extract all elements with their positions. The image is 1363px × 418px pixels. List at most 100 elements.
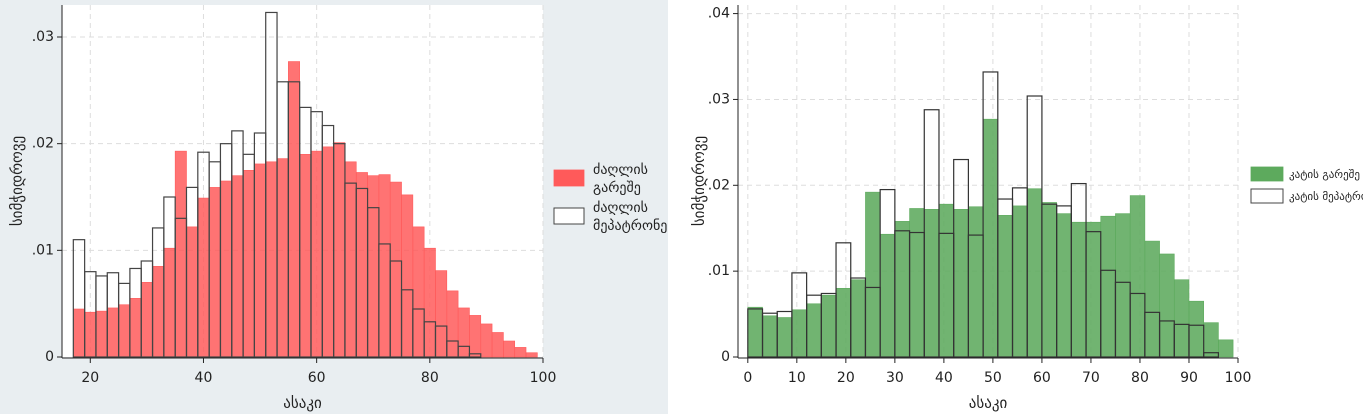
legend-label: ძაღლის მეპატრონე xyxy=(593,200,667,234)
filled-bar-left xyxy=(208,187,221,358)
x-tick-label: 20 xyxy=(81,370,99,386)
filled-bar-left xyxy=(378,174,391,358)
filled-bar-left xyxy=(106,307,119,358)
filled-bar-left xyxy=(469,315,482,358)
x-tick-label: 20 xyxy=(837,370,855,386)
filled-bar-right xyxy=(1173,279,1190,358)
filled-bar-left xyxy=(457,307,470,358)
legend-label-line: კატის მეპატრონე xyxy=(1289,190,1363,203)
filled-bar-right xyxy=(1188,300,1204,358)
x-axis-title: ასაკი xyxy=(283,394,322,412)
filled-bar-left xyxy=(333,142,346,358)
filled-bar-right xyxy=(1041,202,1057,358)
filled-bar-right xyxy=(1012,205,1028,358)
filled-bar-right xyxy=(806,303,822,358)
x-tick-label: 0 xyxy=(743,370,752,386)
x-tick-label: 80 xyxy=(1131,370,1149,386)
legend-label-line: ძაღლის xyxy=(593,162,648,178)
filled-bar-right xyxy=(968,206,984,358)
filled-bar-left xyxy=(367,175,380,358)
filled-bar-left xyxy=(95,310,108,358)
outline-bar-left xyxy=(457,345,471,358)
outline-bar-right xyxy=(1203,352,1219,358)
filled-bar-left xyxy=(73,308,85,358)
filled-bar-right xyxy=(894,221,910,358)
filled-bar-right xyxy=(791,309,807,358)
legend-swatch xyxy=(553,169,585,187)
x-axis-title: ასაკი xyxy=(969,394,1008,412)
y-tick-label: .02 xyxy=(32,136,54,152)
filled-bar-left xyxy=(220,180,233,358)
legend-swatch xyxy=(1250,188,1284,204)
legend-label-line: გარეშე xyxy=(593,179,641,196)
legend-label: კატის მეპატრონე xyxy=(1289,190,1363,203)
filled-bar-right xyxy=(1071,221,1087,358)
filled-bar-left xyxy=(140,282,153,358)
filled-bar-left xyxy=(491,332,504,358)
outline-bar-right xyxy=(1188,324,1205,358)
filled-bar-right xyxy=(821,294,837,358)
filled-bar-left xyxy=(310,150,323,358)
filled-bar-left xyxy=(322,146,334,358)
filled-bar-left xyxy=(355,172,368,358)
filled-bar-left xyxy=(254,163,267,358)
filled-bar-right xyxy=(1129,195,1146,358)
x-tick-label: 10 xyxy=(788,370,806,386)
filled-bar-left xyxy=(152,266,165,358)
x-tick-label: 50 xyxy=(984,370,1002,386)
y-tick-label: .03 xyxy=(708,91,730,107)
filled-bar-left xyxy=(276,158,289,358)
legend-label-line: ძაღლის xyxy=(593,200,648,216)
filled-bar-right xyxy=(835,288,852,358)
filled-bar-left xyxy=(265,161,278,358)
filled-bar-right xyxy=(1085,221,1102,358)
filled-bar-left xyxy=(231,175,244,358)
filled-bar-right xyxy=(747,306,763,358)
filled-bar-right xyxy=(1159,253,1175,358)
x-tick-label: 80 xyxy=(421,370,439,386)
x-tick-label: 100 xyxy=(530,370,557,386)
filled-bar-left xyxy=(242,170,255,358)
filled-bar-left xyxy=(84,311,97,358)
filled-bar-left xyxy=(525,352,538,358)
filled-bar-right xyxy=(1115,213,1131,358)
x-tick-label: 30 xyxy=(886,370,904,386)
right-chart: 0 .01 .02 .03 .04 0 10 20 30 40 50 60 70 80 90 100 ასაკი… xyxy=(690,5,1363,412)
x-tick-label: 60 xyxy=(308,370,326,386)
filled-bar-right xyxy=(1056,213,1072,358)
filled-bar-left xyxy=(186,226,199,358)
filled-bar-left xyxy=(197,197,210,358)
filled-bar-left xyxy=(401,194,414,358)
y-tick-label: 0 xyxy=(721,349,730,365)
filled-bar-right xyxy=(1218,339,1234,358)
filled-bar-right xyxy=(923,209,940,358)
filled-bar-left xyxy=(480,323,493,358)
y-axis-title: სიმჭიდროვე xyxy=(8,136,26,226)
y-tick-label: 0 xyxy=(45,349,54,365)
x-tick-label: 90 xyxy=(1180,370,1198,386)
left-chart-panel: 0 .01 .02 .03 20 40 60 80 100 ასაკი სიმჭიდროვე ძაღლ… xyxy=(0,0,668,414)
legend-swatch xyxy=(553,207,585,225)
left-chart: 0 .01 .02 .03 20 40 60 80 100 ასაკი სიმჭიდროვე ძაღლ… xyxy=(8,5,667,412)
legend-label-line: მეპატრონე xyxy=(593,217,667,234)
filled-bar-left xyxy=(129,298,142,358)
outline-bar-left xyxy=(468,353,482,358)
right-chart-panel: 0 .01 .02 .03 .04 0 10 20 30 40 50 60 70 80 90 100 ასაკი… xyxy=(676,0,1363,414)
filled-bar-left xyxy=(118,304,131,358)
filled-bar-right xyxy=(909,208,925,358)
filled-bar-left xyxy=(174,150,187,358)
filled-bar-left xyxy=(435,270,448,358)
filled-bar-left xyxy=(299,154,312,358)
x-tick-label: 100 xyxy=(1225,370,1252,386)
x-tick-label: 60 xyxy=(1033,370,1051,386)
filled-bar-left xyxy=(446,290,459,358)
y-tick-label: .03 xyxy=(32,29,54,45)
filled-bar-right xyxy=(865,191,881,358)
filled-bar-right xyxy=(776,317,793,358)
legend-label: კატის გარეშე xyxy=(1289,168,1360,181)
y-tick-label: .01 xyxy=(32,242,54,258)
filled-bar-right xyxy=(879,233,896,358)
x-tick-label: 40 xyxy=(935,370,953,386)
filled-bar-left xyxy=(344,161,357,358)
filled-bar-left xyxy=(503,340,516,358)
